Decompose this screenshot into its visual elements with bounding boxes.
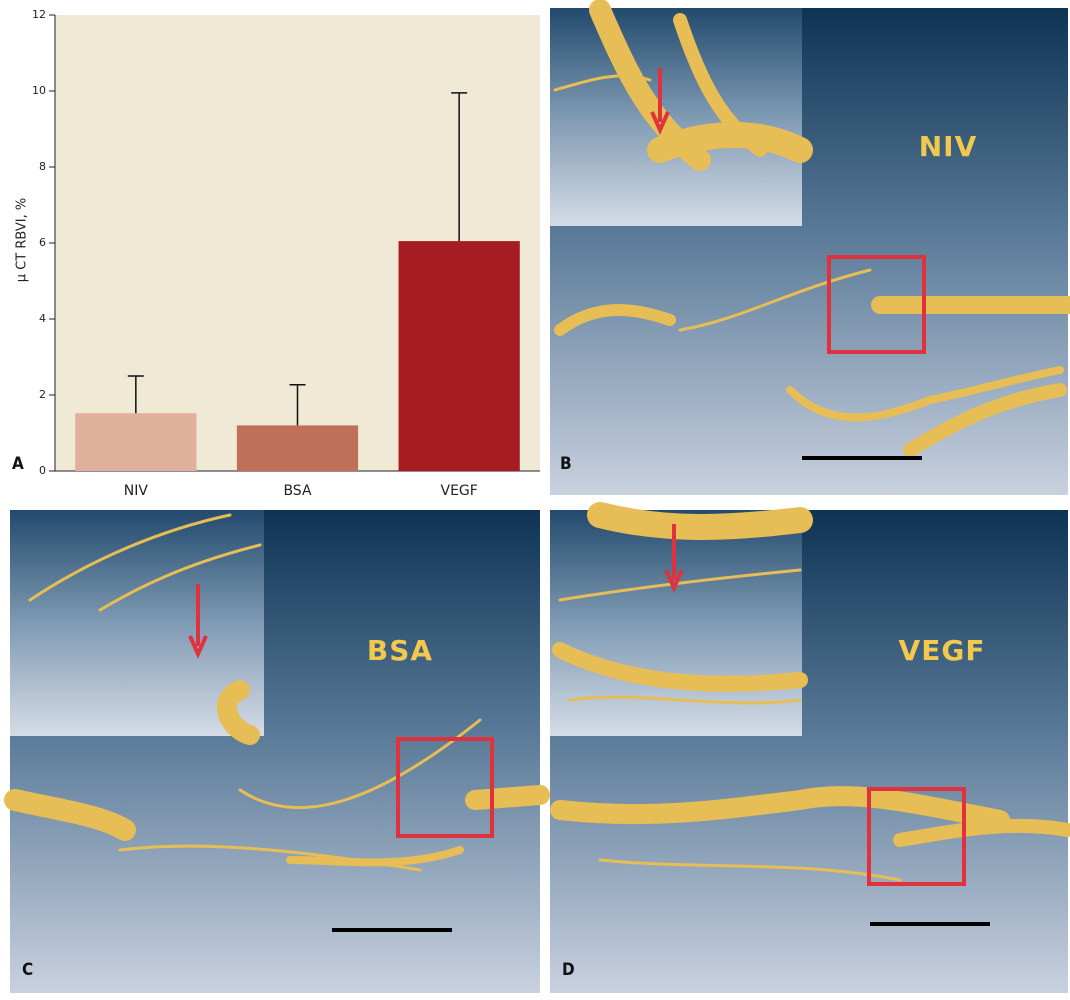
x-tick-label: NIV bbox=[124, 483, 149, 499]
y-axis-label: μ CT RBVI, % bbox=[15, 198, 30, 282]
bar bbox=[237, 425, 358, 471]
y-tick-label: 12 bbox=[32, 8, 46, 21]
vessel bbox=[475, 795, 540, 800]
panel-label: BSA bbox=[367, 634, 433, 667]
vessel bbox=[600, 515, 800, 527]
panel-label: VEGF bbox=[899, 634, 986, 667]
y-tick-label: 0 bbox=[39, 464, 46, 477]
y-tick-label: 10 bbox=[32, 84, 46, 97]
x-tick-label: BSA bbox=[283, 483, 312, 499]
x-tick-label: VEGF bbox=[441, 483, 478, 499]
bar bbox=[75, 413, 196, 471]
panel-letter: A bbox=[12, 454, 24, 474]
panel-d: VEGF D bbox=[550, 510, 1068, 993]
panel-b: NIV B bbox=[550, 8, 1068, 495]
y-tick-label: 8 bbox=[39, 160, 46, 173]
inset bbox=[550, 8, 802, 226]
y-tick-label: 4 bbox=[39, 312, 46, 325]
y-tick-label: 2 bbox=[39, 388, 46, 401]
figure: μ CT RBVI, % A NIV B BSA C bbox=[0, 0, 1070, 996]
panel-c: BSA C bbox=[10, 510, 540, 993]
vessel bbox=[660, 135, 800, 150]
panel-letter: C bbox=[22, 960, 33, 980]
bar bbox=[399, 241, 520, 471]
panel-letter: D bbox=[562, 960, 575, 980]
panel-label: NIV bbox=[919, 130, 978, 163]
panel-letter: B bbox=[560, 454, 572, 474]
y-tick-label: 6 bbox=[39, 236, 46, 249]
